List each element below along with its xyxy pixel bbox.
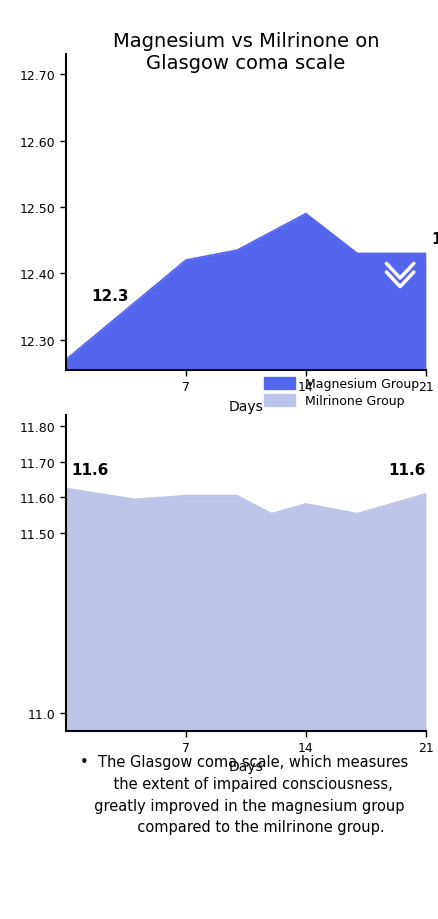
Legend: Magnesium Group, Milrinone Group: Magnesium Group, Milrinone Group [264, 378, 419, 408]
X-axis label: Days: Days [228, 399, 263, 414]
X-axis label: Days: Days [228, 760, 263, 774]
Text: 12.3: 12.3 [92, 289, 129, 303]
Text: •  The Glasgow coma scale, which measures
    the extent of impaired consciousne: • The Glasgow coma scale, which measures… [80, 754, 408, 834]
Text: 11.6: 11.6 [387, 462, 424, 478]
Text: 12.4: 12.4 [430, 233, 438, 247]
Text: 11.6: 11.6 [71, 462, 108, 478]
Text: Magnesium vs Milrinone on
Glasgow coma scale: Magnesium vs Milrinone on Glasgow coma s… [112, 32, 378, 74]
